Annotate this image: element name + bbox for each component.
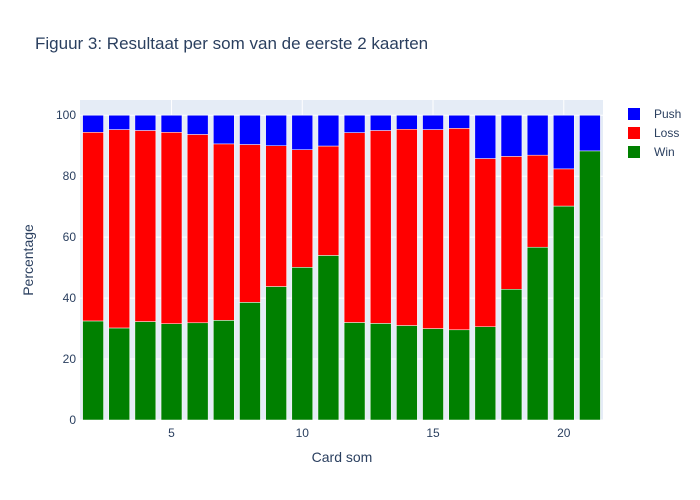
x-tick-label: 5 (168, 426, 175, 440)
y-tick-label: 40 (63, 291, 77, 305)
bar-push-11[interactable] (317, 114, 340, 147)
legend-item-push[interactable]: Push (628, 107, 681, 121)
bar-loss-13[interactable] (370, 130, 392, 324)
legend-label: Loss (654, 126, 679, 140)
chart-title: Figuur 3: Resultaat per som van de eerst… (35, 34, 429, 53)
bar-win-19[interactable] (526, 246, 549, 421)
legend-swatch (628, 108, 640, 120)
bar-push-18[interactable] (500, 114, 523, 157)
bar-loss-3[interactable] (108, 129, 130, 329)
bar-push-9[interactable] (265, 114, 287, 146)
bar-loss-15[interactable] (422, 129, 444, 329)
legend-label: Push (654, 107, 681, 121)
x-tick-label: 10 (296, 426, 310, 440)
bar-loss-16[interactable] (448, 128, 470, 331)
x-axis-title: Card som (312, 449, 373, 465)
bar-push-2[interactable] (82, 114, 104, 133)
bar-loss-10[interactable] (291, 149, 313, 268)
bar-loss-8[interactable] (239, 144, 261, 303)
bar-win-15[interactable] (422, 328, 444, 421)
legend-item-win[interactable]: Win (628, 145, 675, 159)
bar-loss-9[interactable] (265, 145, 287, 287)
legend-label: Win (654, 145, 675, 159)
bar-loss-18[interactable] (500, 156, 523, 290)
legend-swatch (628, 127, 640, 139)
y-tick-label: 0 (69, 413, 76, 427)
bar-push-20[interactable] (553, 114, 575, 170)
bar-push-16[interactable] (448, 114, 470, 129)
bar-win-11[interactable] (317, 255, 340, 421)
bar-win-2[interactable] (82, 320, 104, 421)
y-tick-label: 100 (56, 108, 76, 122)
bar-win-3[interactable] (108, 327, 130, 421)
bar-push-4[interactable] (134, 114, 157, 131)
legend-item-loss[interactable]: Loss (628, 126, 679, 140)
bar-loss-17[interactable] (474, 158, 497, 327)
bar-win-12[interactable] (343, 322, 366, 421)
y-tick-label: 60 (63, 230, 77, 244)
bar-push-15[interactable] (422, 114, 444, 130)
bar-push-6[interactable] (186, 114, 209, 135)
x-tick-label: 20 (557, 426, 571, 440)
bar-loss-11[interactable] (317, 145, 340, 256)
bar-win-9[interactable] (265, 286, 287, 421)
bar-win-6[interactable] (186, 322, 209, 421)
bar-win-5[interactable] (160, 323, 183, 421)
bar-push-17[interactable] (474, 114, 497, 159)
bar-win-8[interactable] (239, 302, 261, 421)
bar-loss-7[interactable] (213, 143, 235, 321)
bar-win-10[interactable] (291, 267, 313, 421)
bar-push-5[interactable] (160, 114, 183, 133)
bar-push-10[interactable] (291, 114, 313, 150)
legend-swatch (628, 146, 640, 158)
plot-background (80, 100, 603, 420)
bar-push-13[interactable] (370, 114, 392, 131)
bar-win-17[interactable] (474, 326, 497, 421)
bar-loss-2[interactable] (82, 132, 104, 322)
bar-push-7[interactable] (213, 114, 235, 145)
bar-win-20[interactable] (553, 205, 575, 421)
bar-loss-4[interactable] (134, 130, 157, 322)
bar-win-13[interactable] (370, 323, 392, 421)
y-tick-label: 80 (63, 169, 77, 183)
bar-win-16[interactable] (448, 329, 470, 421)
bar-push-8[interactable] (239, 114, 261, 145)
bar-loss-19[interactable] (526, 154, 549, 248)
bar-win-7[interactable] (213, 320, 235, 421)
bar-loss-14[interactable] (396, 129, 418, 326)
bar-win-4[interactable] (134, 321, 157, 421)
bar-loss-5[interactable] (160, 132, 183, 324)
bar-push-3[interactable] (108, 114, 130, 130)
bar-push-14[interactable] (396, 114, 418, 130)
bar-push-12[interactable] (343, 114, 366, 133)
y-axis-title: Percentage (20, 224, 36, 296)
bar-push-19[interactable] (526, 114, 549, 156)
bar-push-21[interactable] (579, 114, 601, 152)
bar-loss-12[interactable] (343, 132, 366, 323)
bar-win-14[interactable] (396, 325, 418, 421)
x-tick-label: 15 (426, 426, 440, 440)
y-tick-label: 20 (63, 352, 77, 366)
bar-loss-6[interactable] (186, 134, 209, 324)
bar-loss-20[interactable] (553, 168, 575, 207)
bar-win-18[interactable] (500, 289, 523, 421)
bar-win-21[interactable] (579, 150, 601, 421)
